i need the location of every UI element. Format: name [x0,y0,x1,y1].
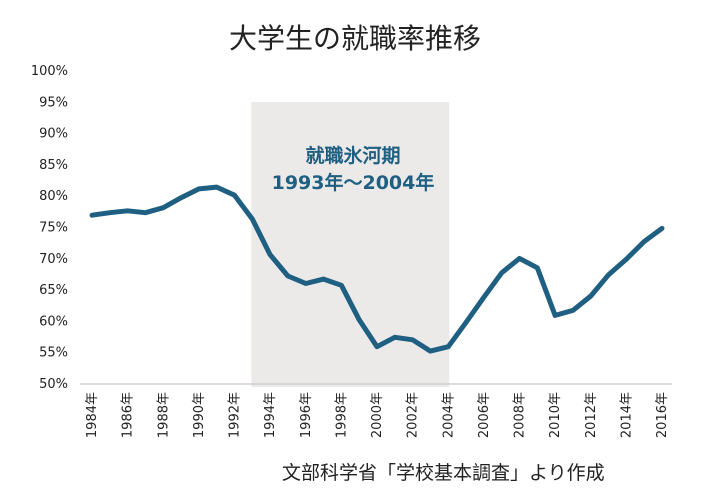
source-note: 文部科学省「学校基本調査」より作成 [282,462,605,484]
x-tick-label: 2010年 [548,392,563,438]
x-tick-label: 2008年 [513,392,528,438]
chart-title: 大学生の就職率推移 [229,22,481,55]
y-tick-label: 65% [39,283,68,298]
annotation-line2: 1993年〜2004年 [272,171,435,194]
y-tick-label: 75% [39,221,68,236]
x-tick-label: 1984年 [85,392,100,438]
x-tick-label: 1986年 [121,392,136,438]
x-tick-label: 1988年 [156,392,171,438]
y-tick-label: 95% [39,95,68,110]
x-tick-label: 2012年 [584,392,599,438]
x-tick-label: 2014年 [619,392,634,438]
x-tick-label: 2004年 [441,392,456,438]
y-tick-label: 70% [39,252,68,267]
y-tick-label: 100% [31,64,68,79]
y-tick-label: 90% [39,127,68,142]
series-line [89,184,665,354]
y-tick-label: 50% [39,377,68,392]
y-tick-label: 60% [39,314,68,329]
x-tick-label: 1992年 [228,392,243,438]
x-tick-label: 1990年 [192,392,207,438]
x-tick-label: 1998年 [334,392,349,438]
y-tick-label: 80% [39,189,68,204]
x-tick-label: 2002年 [406,392,421,438]
annotation-line1: 就職氷河期 [305,144,400,167]
y-tick-label: 55% [39,346,68,361]
x-tick-label: 2000年 [370,392,385,438]
y-tick-label: 85% [39,158,68,173]
x-tick-label: 1996年 [299,392,314,438]
x-tick-label: 2006年 [477,392,492,438]
x-tick-label: 2016年 [655,392,670,438]
x-tick-label: 1994年 [263,392,278,438]
